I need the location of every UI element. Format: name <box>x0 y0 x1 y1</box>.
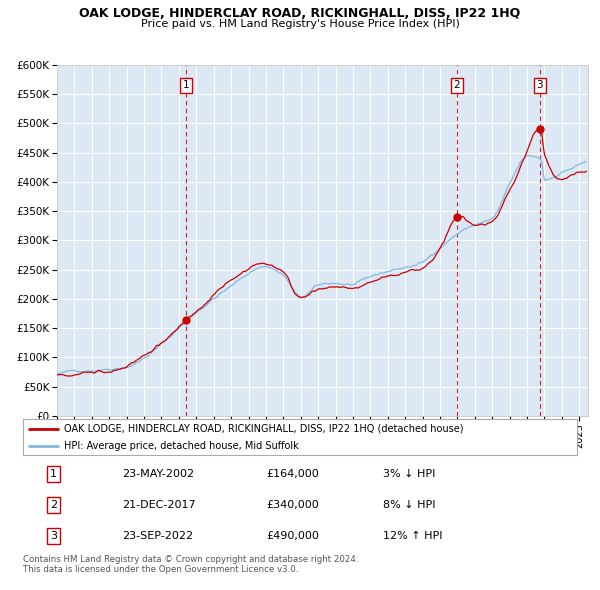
Text: 1: 1 <box>182 80 189 90</box>
Text: OAK LODGE, HINDERCLAY ROAD, RICKINGHALL, DISS, IP22 1HQ: OAK LODGE, HINDERCLAY ROAD, RICKINGHALL,… <box>79 7 521 20</box>
Text: 3: 3 <box>50 531 57 541</box>
Text: 2: 2 <box>454 80 460 90</box>
Text: Price paid vs. HM Land Registry's House Price Index (HPI): Price paid vs. HM Land Registry's House … <box>140 19 460 29</box>
Text: 8% ↓ HPI: 8% ↓ HPI <box>383 500 436 510</box>
Text: 12% ↑ HPI: 12% ↑ HPI <box>383 531 443 541</box>
Text: £490,000: £490,000 <box>267 531 320 541</box>
Text: 23-SEP-2022: 23-SEP-2022 <box>122 531 194 541</box>
Text: Contains HM Land Registry data © Crown copyright and database right 2024.
This d: Contains HM Land Registry data © Crown c… <box>23 555 358 574</box>
Text: 3% ↓ HPI: 3% ↓ HPI <box>383 469 436 479</box>
Text: 2: 2 <box>50 500 57 510</box>
Text: 3: 3 <box>536 80 543 90</box>
Text: 23-MAY-2002: 23-MAY-2002 <box>122 469 195 479</box>
Text: OAK LODGE, HINDERCLAY ROAD, RICKINGHALL, DISS, IP22 1HQ (detached house): OAK LODGE, HINDERCLAY ROAD, RICKINGHALL,… <box>64 424 464 434</box>
Text: HPI: Average price, detached house, Mid Suffolk: HPI: Average price, detached house, Mid … <box>64 441 299 451</box>
Text: 1: 1 <box>50 469 57 479</box>
Text: £340,000: £340,000 <box>267 500 319 510</box>
Text: 21-DEC-2017: 21-DEC-2017 <box>122 500 196 510</box>
Text: £164,000: £164,000 <box>267 469 319 479</box>
